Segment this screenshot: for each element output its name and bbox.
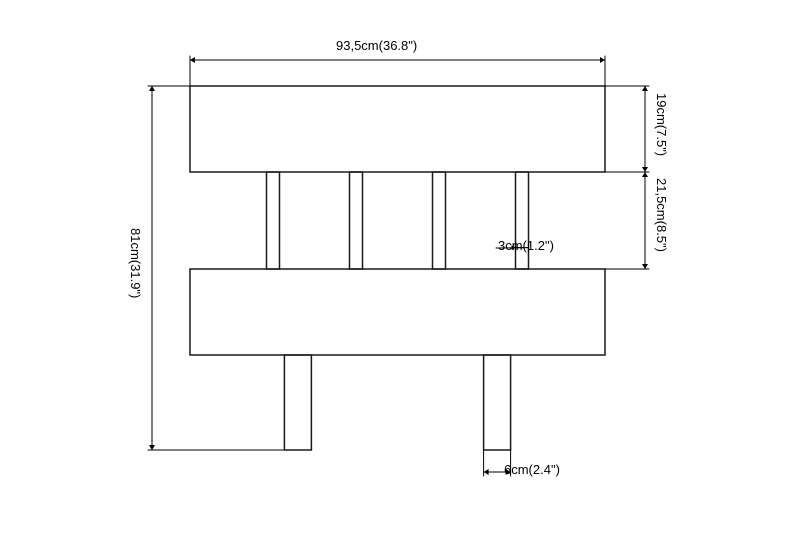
label-slat-width: 3cm(1.2")	[498, 238, 554, 253]
label-gap-height: 21,5cm(8.5")	[654, 178, 669, 252]
label-width-top: 93,5cm(36.8")	[336, 38, 417, 53]
label-height-left: 81cm(31.9")	[128, 228, 143, 298]
dimension-diagram	[0, 0, 800, 533]
label-plank-height: 19cm(7.5")	[654, 93, 669, 156]
label-leg-width: 6cm(2.4")	[504, 462, 560, 477]
